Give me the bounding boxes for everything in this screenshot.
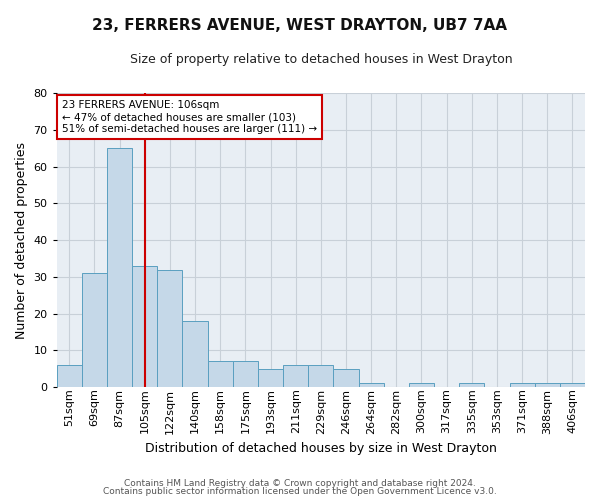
X-axis label: Distribution of detached houses by size in West Drayton: Distribution of detached houses by size … [145,442,497,455]
Bar [208,362,233,387]
Bar [509,384,535,387]
Bar [107,148,132,387]
Bar [82,273,107,387]
Bar [182,321,208,387]
Bar [308,365,334,387]
Bar [233,362,258,387]
Bar [283,365,308,387]
Bar [359,384,384,387]
Text: Contains public sector information licensed under the Open Government Licence v3: Contains public sector information licen… [103,487,497,496]
Bar [57,365,82,387]
Bar [157,270,182,387]
Y-axis label: Number of detached properties: Number of detached properties [15,142,28,338]
Bar [334,369,359,387]
Bar [258,369,283,387]
Bar [459,384,484,387]
Text: 23, FERRERS AVENUE, WEST DRAYTON, UB7 7AA: 23, FERRERS AVENUE, WEST DRAYTON, UB7 7A… [92,18,508,32]
Title: Size of property relative to detached houses in West Drayton: Size of property relative to detached ho… [130,52,512,66]
Text: 23 FERRERS AVENUE: 106sqm
← 47% of detached houses are smaller (103)
51% of semi: 23 FERRERS AVENUE: 106sqm ← 47% of detac… [62,100,317,134]
Bar [409,384,434,387]
Bar [560,384,585,387]
Bar [132,266,157,387]
Bar [535,384,560,387]
Text: Contains HM Land Registry data © Crown copyright and database right 2024.: Contains HM Land Registry data © Crown c… [124,478,476,488]
